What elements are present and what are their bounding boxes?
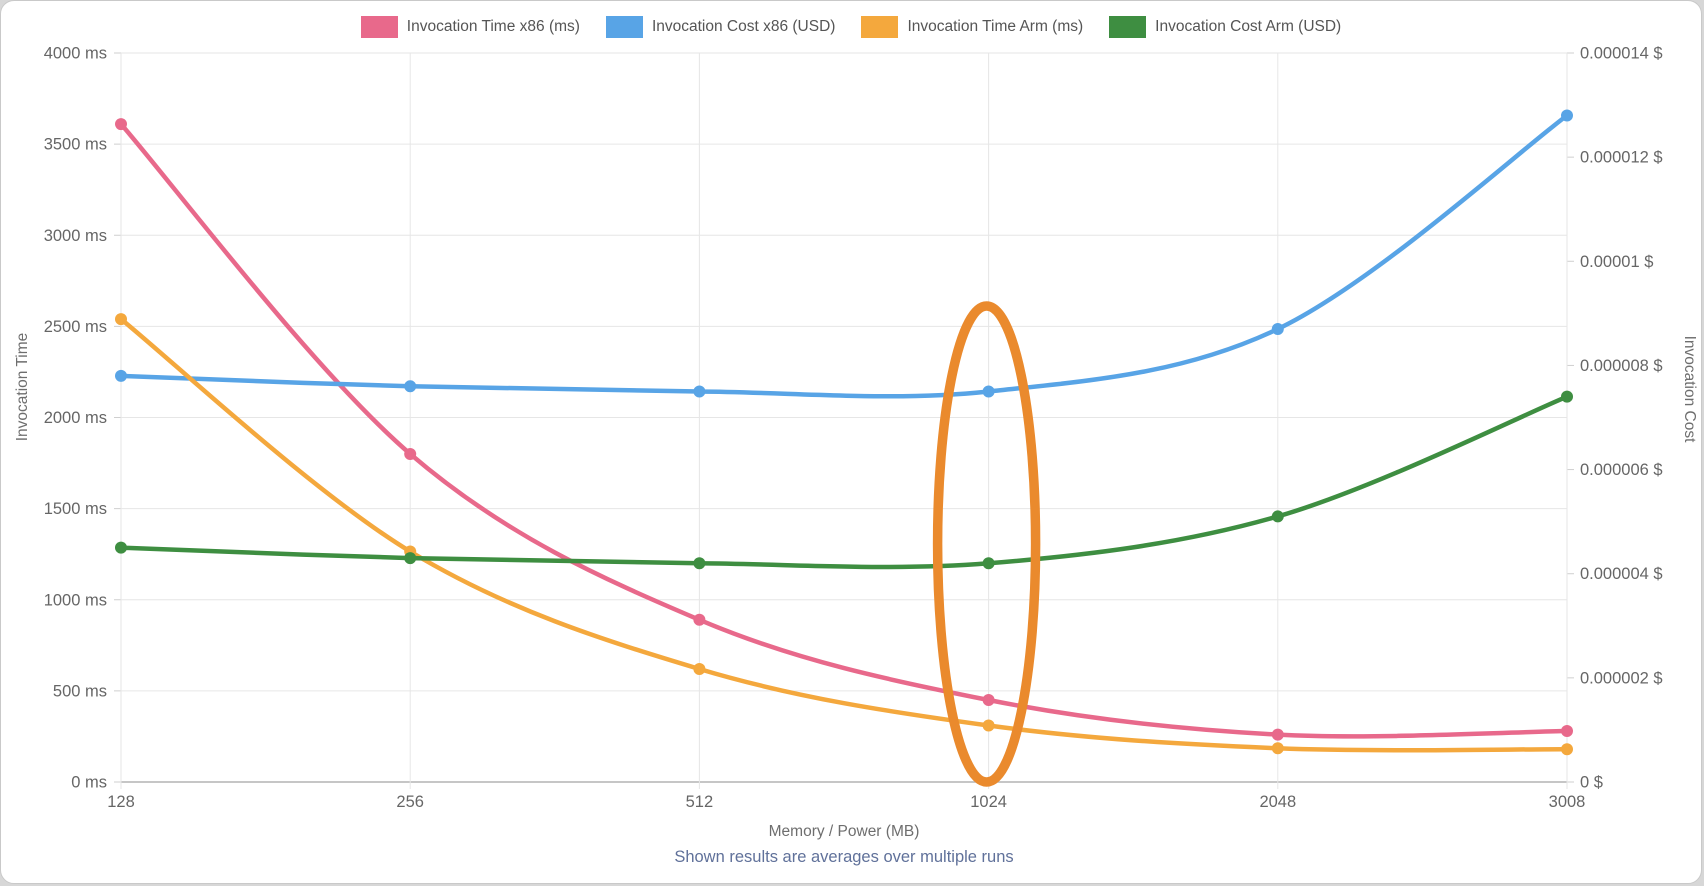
data-point[interactable] bbox=[115, 369, 127, 382]
x-tick-label: 256 bbox=[396, 793, 424, 811]
legend-swatch-icon bbox=[360, 16, 398, 38]
series-4 bbox=[115, 390, 1573, 570]
y-tick-label-left: 3000 ms bbox=[44, 227, 107, 245]
data-point[interactable] bbox=[1271, 742, 1284, 755]
data-point[interactable] bbox=[693, 663, 706, 676]
legend-item-label: Invocation Time Arm (ms) bbox=[907, 18, 1084, 35]
data-point[interactable] bbox=[1561, 390, 1573, 403]
data-point[interactable] bbox=[1271, 728, 1284, 741]
legend-item-label: Invocation Cost Arm (USD) bbox=[1155, 18, 1342, 35]
x-tick-label: 2048 bbox=[1259, 793, 1296, 811]
series-line bbox=[118, 316, 1570, 753]
y-tick-label-left: 1000 ms bbox=[44, 591, 107, 609]
data-point[interactable] bbox=[404, 380, 417, 393]
legend-item-2[interactable]: Invocation Cost x86 (USD) bbox=[605, 16, 836, 38]
data-point[interactable] bbox=[1561, 109, 1573, 122]
x-tick-label: 3008 bbox=[1549, 793, 1586, 811]
x-tick-label: 512 bbox=[686, 793, 714, 811]
data-point[interactable] bbox=[693, 613, 706, 626]
legend-item-1[interactable]: Invocation Time x86 (ms) bbox=[360, 16, 580, 38]
series-2 bbox=[115, 109, 1573, 399]
y-tick-label-left: 3500 ms bbox=[44, 136, 107, 154]
y-tick-label-right: 0.000014 $ bbox=[1580, 45, 1663, 63]
data-point[interactable] bbox=[1271, 322, 1284, 335]
y-tick-label-left: 0 ms bbox=[71, 774, 107, 792]
data-point[interactable] bbox=[115, 541, 127, 554]
data-point[interactable] bbox=[1561, 743, 1573, 756]
data-point[interactable] bbox=[115, 313, 127, 326]
data-point[interactable] bbox=[1561, 724, 1573, 737]
data-point[interactable] bbox=[693, 385, 706, 398]
legend-swatch-icon bbox=[1109, 16, 1147, 38]
y-tick-label-left: 2500 ms bbox=[44, 318, 107, 336]
y-tick-label-left: 500 ms bbox=[53, 682, 107, 700]
y-tick-label-right: 0.00001 $ bbox=[1580, 253, 1653, 271]
data-point[interactable] bbox=[982, 693, 995, 706]
legend-swatch-icon bbox=[861, 16, 899, 38]
y-axis-title-left: Invocation Time bbox=[14, 332, 31, 442]
series-1 bbox=[115, 118, 1573, 741]
y-tick-label-right: 0 $ bbox=[1580, 774, 1603, 792]
chart-subtitle: Shown results are averages over multiple… bbox=[674, 848, 1014, 866]
y-tick-label-left: 2000 ms bbox=[44, 409, 107, 427]
series-3 bbox=[115, 313, 1573, 756]
data-point[interactable] bbox=[693, 557, 706, 570]
series-line bbox=[118, 113, 1570, 399]
y-tick-label-right: 0.000008 $ bbox=[1580, 357, 1663, 375]
y-tick-label-right: 0.000002 $ bbox=[1580, 669, 1663, 687]
data-point[interactable] bbox=[115, 118, 127, 131]
data-point[interactable] bbox=[982, 719, 995, 732]
data-point[interactable] bbox=[404, 447, 417, 460]
series-line bbox=[118, 394, 1570, 570]
legend-item-label: Invocation Time x86 (ms) bbox=[406, 18, 580, 35]
x-tick-label: 1024 bbox=[970, 793, 1007, 811]
series-line bbox=[118, 121, 1570, 739]
legend-swatch-icon bbox=[605, 16, 643, 38]
y-axis-title-right: Invocation Cost bbox=[1681, 335, 1698, 443]
x-axis-title: Memory / Power (MB) bbox=[768, 823, 920, 840]
legend-item-label: Invocation Cost x86 (USD) bbox=[651, 18, 836, 35]
y-tick-label-right: 0.000012 $ bbox=[1580, 149, 1663, 167]
x-tick-label: 128 bbox=[107, 793, 135, 811]
y-tick-label-right: 0.000006 $ bbox=[1580, 461, 1663, 479]
highlight-ellipse-annotation bbox=[932, 301, 1041, 787]
legend-item-3[interactable]: Invocation Time Arm (ms) bbox=[861, 16, 1083, 38]
data-point[interactable] bbox=[1271, 510, 1284, 523]
y-tick-label-right: 0.000004 $ bbox=[1580, 565, 1663, 583]
data-point[interactable] bbox=[404, 552, 417, 565]
data-point[interactable] bbox=[982, 557, 995, 570]
y-tick-label-left: 1500 ms bbox=[44, 500, 107, 518]
data-point[interactable] bbox=[982, 385, 995, 398]
legend-item-4[interactable]: Invocation Cost Arm (USD) bbox=[1109, 16, 1341, 38]
chart-legend: Invocation Time x86 (ms) Invocation Cost … bbox=[1, 16, 1701, 38]
y-tick-label-left: 4000 ms bbox=[44, 45, 107, 63]
